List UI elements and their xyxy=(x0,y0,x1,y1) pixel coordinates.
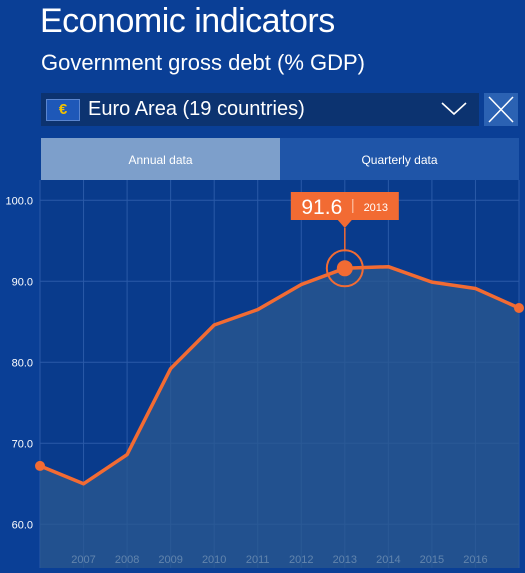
close-icon xyxy=(488,96,514,123)
data-point[interactable] xyxy=(35,460,45,471)
tooltip-box xyxy=(290,192,399,220)
tab-annual-data[interactable]: Annual data xyxy=(41,138,280,181)
region-select-label: Euro Area (19 countries) xyxy=(88,98,305,120)
y-tick-label: 80.0 xyxy=(12,357,33,369)
indicator-subtitle: Government gross debt (% GDP) xyxy=(41,50,366,75)
data-point[interactable] xyxy=(514,302,524,313)
app-title: Economic indicators xyxy=(40,2,335,40)
tab-quarterly-data[interactable]: Quarterly data xyxy=(280,138,519,181)
chevron-down-icon xyxy=(441,102,467,116)
y-tick-label: 70.0 xyxy=(12,438,33,450)
y-tick-label: 100.0 xyxy=(5,195,33,207)
tooltip-pointer xyxy=(337,220,352,228)
series-area xyxy=(40,266,519,568)
data-frequency-tabs: Annual data Quarterly data xyxy=(41,138,519,181)
y-tick-label: 90.0 xyxy=(12,276,33,288)
series-line xyxy=(39,264,520,486)
debt-line-chart: 100.090.080.070.060.02007200820092010201… xyxy=(5,180,524,568)
euro-flag-icon: € xyxy=(46,98,80,121)
tooltip-year: 2013 xyxy=(364,202,388,214)
close-button[interactable] xyxy=(484,93,518,126)
tooltip-value: 91.6 xyxy=(301,196,342,219)
highlight-ring xyxy=(325,249,364,288)
y-tick-label: 60.0 xyxy=(12,519,33,531)
highlight-point[interactable] xyxy=(336,260,353,277)
chart-area: 100.090.080.070.060.02007200820092010201… xyxy=(0,180,525,568)
region-select[interactable]: € Euro Area (19 countries) xyxy=(41,93,479,126)
